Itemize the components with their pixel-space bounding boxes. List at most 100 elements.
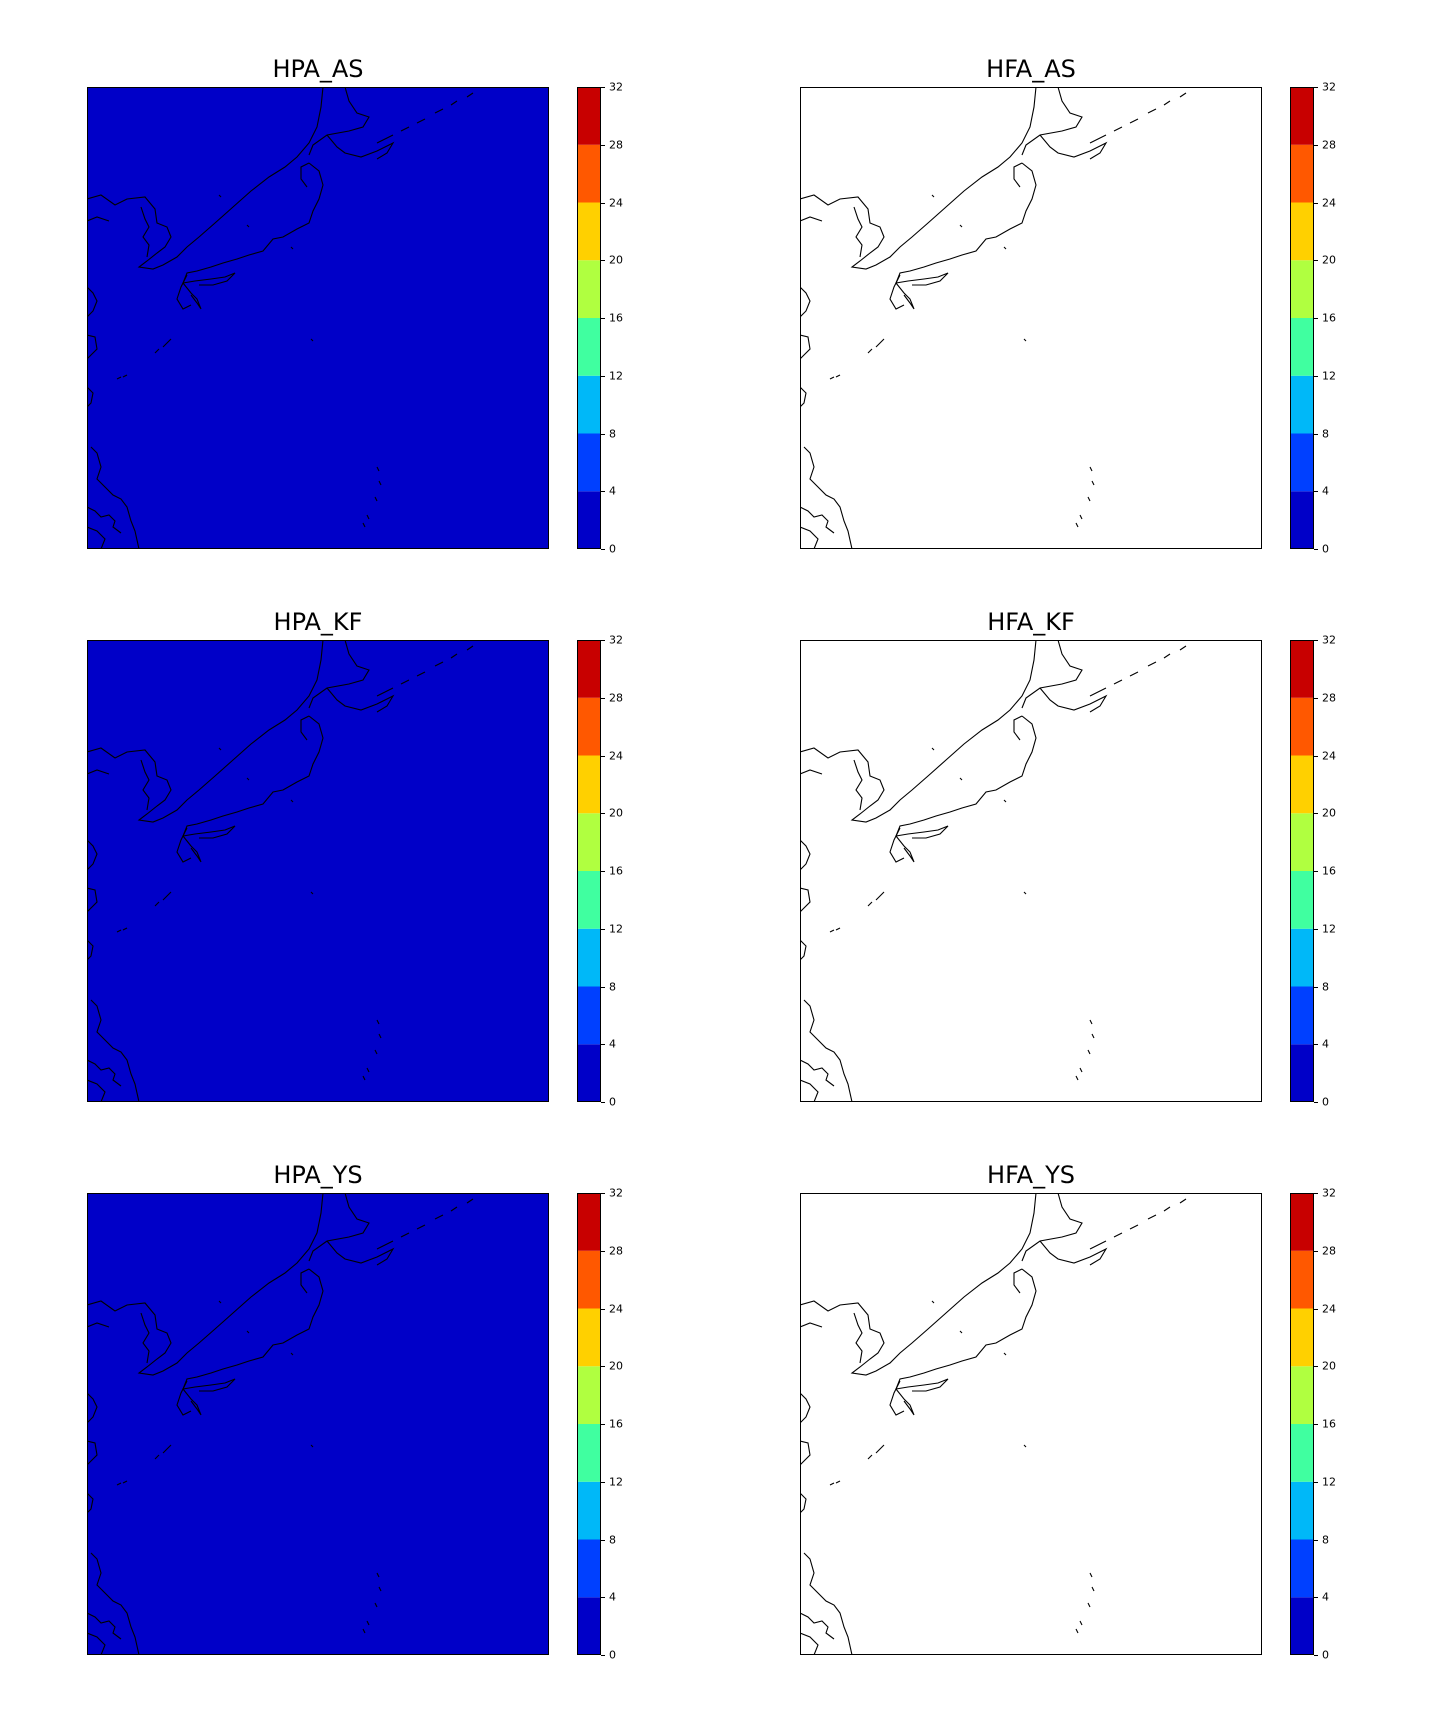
coastline — [800, 1322, 823, 1328]
map-frame — [800, 1193, 1262, 1655]
colorbar-segment — [1290, 260, 1314, 318]
coastline — [87, 939, 94, 961]
coastline — [246, 224, 250, 228]
coastline — [326, 687, 395, 713]
coastline — [87, 1632, 106, 1655]
coastline — [290, 246, 294, 250]
colorbar-tick-mark — [601, 260, 605, 262]
colorbar-tick-mark — [601, 318, 605, 319]
colorbar-segment — [577, 1424, 601, 1482]
colorbar-tick-label: 32 — [609, 1186, 623, 1200]
colorbar-tick-mark — [1314, 1250, 1318, 1252]
colorbar-tick-label: 16 — [609, 311, 623, 325]
colorbar-segment — [1290, 202, 1314, 261]
colorbar-tick-mark — [601, 87, 605, 88]
colorbar-tick-label: 12 — [609, 1475, 623, 1489]
colorbar-segment — [577, 928, 601, 987]
colorbar-tick-label: 28 — [609, 138, 623, 152]
colorbar-segment — [1290, 813, 1314, 871]
colorbar-segment — [577, 1539, 601, 1598]
colorbar-segment — [1290, 1044, 1314, 1102]
coastline — [1003, 246, 1007, 250]
colorbar-tick-mark — [1314, 1424, 1318, 1425]
coastline — [835, 1480, 841, 1484]
coastline — [87, 769, 110, 775]
coastline — [162, 891, 172, 901]
colorbar-segment — [1290, 928, 1314, 987]
coastline — [310, 891, 314, 895]
coastline — [122, 927, 128, 931]
colorbar-segment — [577, 755, 601, 814]
coastline — [800, 506, 835, 534]
colorbar-tick-label: 24 — [609, 1302, 623, 1315]
colorbar-segment — [577, 871, 601, 929]
colorbar-tick-label: 32 — [1322, 80, 1336, 94]
colorbar-tick-label: 12 — [609, 369, 623, 383]
colorbar-tick-label: 20 — [1322, 253, 1336, 267]
coastline — [889, 1380, 905, 1416]
coastline — [300, 1268, 310, 1294]
colorbar-tick-mark — [601, 144, 605, 146]
colorbar-tick-mark — [1314, 549, 1318, 550]
colorbar-segment — [577, 260, 601, 318]
colorbar-tick-label: 20 — [1322, 806, 1336, 820]
colorbar-tick-mark — [1314, 1597, 1318, 1599]
colorbar-tick-mark — [601, 928, 605, 930]
coastline — [895, 1378, 949, 1392]
coastline — [116, 929, 122, 933]
colorbar-segment — [1290, 433, 1314, 492]
coastline — [800, 286, 811, 318]
colorbar-tick-label: 28 — [1322, 138, 1336, 152]
colorbar-tick-label: 24 — [1322, 749, 1336, 762]
coastline — [800, 1059, 835, 1087]
coastline — [803, 1552, 853, 1655]
colorbar-tick-mark — [1314, 697, 1318, 699]
colorbar-tick-mark — [1314, 928, 1318, 930]
colorbar-tick-label: 16 — [609, 864, 623, 878]
colorbar-tick-mark — [601, 1424, 605, 1425]
colorbar-tick-mark — [1314, 1539, 1318, 1541]
colorbar-segment — [1290, 1250, 1314, 1309]
colorbar-segment — [577, 1044, 601, 1102]
colorbar-tick-label: 16 — [1322, 1417, 1336, 1431]
coastline — [1003, 1352, 1007, 1356]
field-fill — [800, 640, 1262, 1102]
colorbar-tick-mark — [1314, 1366, 1318, 1368]
coastline — [310, 338, 314, 342]
colorbar-tick-mark — [601, 491, 605, 493]
coastline — [176, 827, 192, 863]
coastline — [800, 839, 811, 871]
colorbar-tick-label: 12 — [1322, 922, 1336, 936]
colorbar-tick-mark — [601, 1250, 605, 1252]
colorbar-tick-label: 28 — [609, 691, 623, 705]
colorbar-tick-label: 8 — [1322, 1533, 1329, 1546]
coastline — [290, 799, 294, 803]
field-fill — [87, 87, 549, 549]
colorbar-tick-mark — [1314, 202, 1318, 204]
coastline — [800, 87, 1037, 270]
coastline — [889, 274, 905, 310]
colorbar-tick-mark — [1314, 318, 1318, 319]
colorbar-frame — [577, 1193, 601, 1655]
coastline — [87, 286, 98, 318]
coastline — [829, 1482, 835, 1486]
coastline — [875, 891, 885, 901]
coastline — [1021, 640, 1083, 709]
colorbar-segment — [577, 640, 601, 698]
coastline — [835, 927, 841, 931]
coastline — [1075, 1572, 1095, 1634]
map-plot — [800, 640, 1262, 1102]
coastline — [800, 386, 807, 408]
colorbar-tick-mark — [601, 1597, 605, 1599]
colorbar-tick-mark — [1314, 433, 1318, 435]
coastline — [87, 640, 324, 823]
field-fill — [800, 87, 1262, 549]
coastline — [959, 777, 963, 781]
colorbar-segment — [1290, 1366, 1314, 1424]
coastline — [800, 1392, 811, 1424]
coastline — [87, 386, 94, 408]
coastline — [182, 162, 324, 310]
coastline — [931, 747, 935, 751]
colorbar-tick-label: 16 — [1322, 311, 1336, 325]
coastline — [800, 1193, 1037, 1376]
